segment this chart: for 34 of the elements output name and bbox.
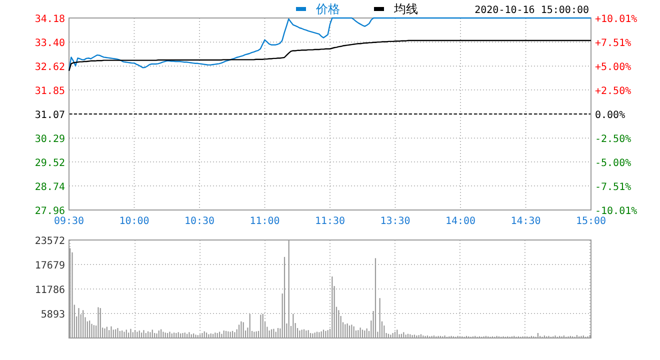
y-tick-label: 32.62 [34, 62, 65, 74]
y2-tick-label: +2.50% [595, 86, 632, 98]
y-tick-label: 31.07 [34, 110, 65, 121]
y-tick-label: 30.29 [34, 134, 65, 146]
y-tick-label: 11786 [34, 285, 65, 296]
x-tick-label: 10:30 [184, 216, 215, 227]
y-tick-label: 23572 [34, 236, 65, 247]
y-tick-label: 17679 [34, 260, 65, 272]
x-tick-label: 14:30 [510, 216, 541, 227]
x-tick-label: 14:00 [445, 216, 476, 227]
x-tick-label: 15:00 [576, 216, 606, 227]
y2-tick-label: -7.51% [595, 182, 632, 194]
y-tick-label: 29.52 [34, 158, 65, 169]
y2-tick-label: 0.00% [595, 110, 626, 121]
x-tick-label: 13:30 [380, 216, 410, 227]
legend-label: 价格 [315, 2, 340, 16]
y-tick-label: 34.18 [34, 14, 65, 25]
y2-tick-label: -2.50% [595, 134, 632, 145]
y-tick-label: 5893 [40, 310, 65, 320]
y2-tick-label: -5.00% [595, 158, 632, 169]
y-tick-label: 33.40 [34, 38, 65, 50]
y2-tick-label: +10.01% [595, 14, 638, 25]
x-tick-label: 11:30 [314, 216, 346, 227]
y-tick-label: 27.96 [34, 206, 65, 217]
x-tick-label: 11:00 [250, 216, 280, 227]
y2-tick-label: -10.01% [595, 206, 638, 217]
y2-tick-label: +7.51% [595, 38, 632, 49]
y2-tick-label: +5.00% [595, 62, 632, 74]
y-tick-label: 28.74 [34, 182, 65, 193]
x-tick-label: 09:30 [54, 216, 84, 227]
x-tick-label: 10:00 [119, 216, 150, 227]
y-tick-label: 31.85 [34, 86, 65, 97]
legend-label: 均线 [393, 2, 418, 16]
text: 2020-10-16 15:00:00 [474, 5, 589, 16]
